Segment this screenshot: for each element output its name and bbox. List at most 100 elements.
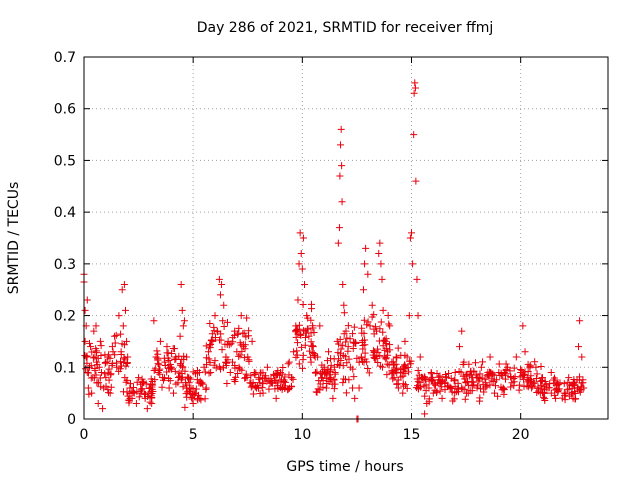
data-point bbox=[350, 323, 358, 331]
data-point bbox=[577, 383, 585, 391]
data-point bbox=[188, 395, 196, 403]
data-point bbox=[215, 363, 223, 371]
data-point bbox=[578, 353, 586, 361]
data-point bbox=[370, 325, 378, 333]
data-point bbox=[351, 338, 359, 346]
data-point bbox=[87, 362, 95, 370]
data-point bbox=[528, 383, 536, 391]
data-point bbox=[117, 330, 125, 338]
data-point bbox=[290, 348, 298, 356]
data-point bbox=[475, 377, 483, 385]
data-point bbox=[421, 410, 429, 418]
data-point bbox=[338, 198, 346, 206]
data-point bbox=[137, 380, 145, 388]
data-point bbox=[344, 347, 352, 355]
data-point bbox=[242, 370, 250, 378]
data-point bbox=[470, 368, 478, 376]
data-point bbox=[400, 363, 408, 371]
data-point bbox=[410, 89, 418, 97]
data-point bbox=[497, 383, 505, 391]
data-point bbox=[83, 352, 91, 360]
data-point bbox=[301, 333, 309, 341]
data-point bbox=[219, 364, 227, 372]
data-point bbox=[94, 399, 102, 407]
data-point bbox=[531, 379, 539, 387]
data-point bbox=[265, 385, 273, 393]
data-point bbox=[369, 351, 377, 359]
data-point bbox=[116, 357, 124, 365]
data-point bbox=[309, 324, 317, 332]
data-point bbox=[145, 389, 153, 397]
data-point bbox=[571, 388, 579, 396]
data-point bbox=[537, 362, 545, 370]
data-point bbox=[161, 362, 169, 370]
data-point bbox=[537, 381, 545, 389]
data-point bbox=[216, 291, 224, 299]
data-point bbox=[206, 359, 214, 367]
data-point bbox=[375, 337, 383, 345]
data-point bbox=[447, 385, 455, 393]
data-point bbox=[97, 342, 105, 350]
data-point bbox=[96, 374, 104, 382]
data-point bbox=[255, 375, 263, 383]
data-point bbox=[103, 358, 111, 366]
data-point bbox=[308, 342, 316, 350]
data-point bbox=[579, 376, 587, 384]
data-point bbox=[393, 354, 401, 362]
data-point bbox=[88, 348, 96, 356]
data-point bbox=[374, 358, 382, 366]
data-point bbox=[541, 396, 549, 404]
data-point bbox=[90, 327, 98, 335]
data-point bbox=[358, 357, 366, 365]
data-point bbox=[83, 368, 91, 376]
data-point bbox=[366, 322, 374, 330]
data-point bbox=[394, 376, 402, 384]
data-point bbox=[105, 351, 113, 359]
data-point bbox=[133, 388, 141, 396]
data-point bbox=[524, 360, 532, 368]
data-point bbox=[512, 353, 520, 361]
data-point bbox=[464, 381, 472, 389]
data-point bbox=[359, 341, 367, 349]
data-point bbox=[211, 312, 219, 320]
data-point bbox=[571, 395, 579, 403]
data-point bbox=[368, 301, 376, 309]
data-point bbox=[339, 379, 347, 387]
data-point bbox=[133, 378, 141, 386]
data-point bbox=[425, 398, 433, 406]
data-point bbox=[176, 332, 184, 340]
data-point bbox=[364, 318, 372, 326]
data-point bbox=[316, 380, 324, 388]
data-point bbox=[389, 375, 397, 383]
data-point bbox=[540, 389, 548, 397]
data-point bbox=[578, 379, 586, 387]
data-point bbox=[524, 376, 532, 384]
data-point bbox=[243, 314, 251, 322]
data-point bbox=[248, 382, 256, 390]
data-point bbox=[384, 351, 392, 359]
data-point bbox=[143, 405, 151, 413]
data-point bbox=[570, 382, 578, 390]
data-point bbox=[93, 361, 101, 369]
data-point bbox=[339, 362, 347, 370]
data-point bbox=[496, 372, 504, 380]
data-point bbox=[241, 345, 249, 353]
data-point bbox=[551, 391, 559, 399]
data-point bbox=[301, 327, 309, 335]
data-point bbox=[214, 328, 222, 336]
data-point bbox=[212, 364, 220, 372]
data-point bbox=[231, 377, 239, 385]
data-point bbox=[490, 389, 498, 397]
data-point bbox=[154, 356, 162, 364]
data-point bbox=[413, 275, 421, 283]
data-point bbox=[296, 330, 304, 338]
data-point bbox=[318, 361, 326, 369]
data-point bbox=[105, 376, 113, 384]
data-point bbox=[234, 330, 242, 338]
data-point bbox=[335, 224, 343, 232]
y-tick-label: 0.1 bbox=[54, 360, 76, 376]
data-point bbox=[107, 371, 115, 379]
data-point bbox=[345, 355, 353, 363]
data-point bbox=[573, 376, 581, 384]
data-point bbox=[451, 376, 459, 384]
